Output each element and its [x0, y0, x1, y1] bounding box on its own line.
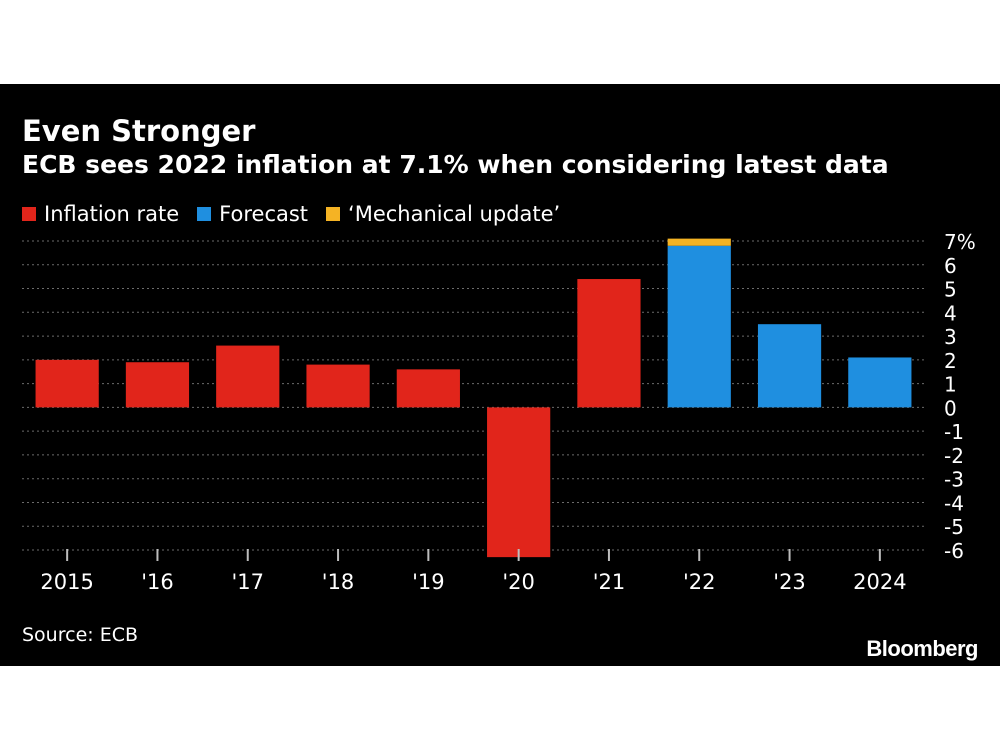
chart-title: Even Stronger [22, 114, 256, 148]
x-tick-label: '21 [593, 570, 626, 594]
y-tick-label: -6 [944, 539, 964, 563]
bar [848, 357, 912, 408]
legend: Inflation rate Forecast ‘Mechanical upda… [22, 202, 578, 226]
bar [396, 369, 460, 408]
x-tick-label: '22 [683, 570, 716, 594]
legend-swatch-forecast [197, 207, 212, 221]
legend-label-inflation: Inflation rate [44, 202, 180, 226]
source-note: Source: ECB [22, 624, 139, 646]
bar [577, 279, 641, 408]
x-tick-label: 2024 [853, 570, 906, 594]
y-tick-label: -1 [944, 420, 964, 444]
y-tick-label: 4 [944, 301, 957, 325]
x-tick-label: '23 [773, 570, 806, 594]
y-tick-label: -2 [944, 444, 964, 468]
bar [757, 324, 822, 408]
x-tick-label: '20 [502, 570, 535, 594]
x-tick-label: 2015 [40, 570, 93, 594]
legend-swatch-mechanical-update [326, 207, 341, 221]
bar [667, 245, 731, 408]
bar [487, 407, 551, 558]
y-tick-label: -5 [944, 515, 964, 539]
bar [125, 362, 190, 408]
chart-panel: Even Stronger ECB sees 2022 inflation at… [0, 84, 1000, 666]
legend-item-forecast: Forecast [197, 202, 308, 226]
y-tick-label: 5 [944, 278, 957, 302]
bar [306, 364, 370, 408]
x-tick-label: '18 [322, 570, 355, 594]
legend-label-mechanical-update: ‘Mechanical update’ [348, 202, 561, 226]
legend-swatch-inflation [22, 207, 36, 221]
legend-item-mechanical-update: ‘Mechanical update’ [326, 202, 560, 226]
y-tick-label: 7% [944, 230, 976, 254]
y-tick-label: 2 [944, 349, 957, 373]
y-tick-label: 6 [944, 254, 957, 278]
legend-item-inflation: Inflation rate [22, 202, 179, 226]
bar [216, 345, 280, 408]
x-tick-label: '17 [232, 570, 265, 594]
y-tick-label: -3 [944, 468, 964, 492]
y-tick-label: 0 [944, 396, 957, 420]
y-tick-label: -4 [944, 491, 964, 515]
bloomberg-logo: Bloomberg [866, 636, 978, 661]
bar [35, 359, 99, 408]
legend-label-forecast: Forecast [219, 202, 309, 226]
x-tick-label: '16 [141, 570, 174, 594]
y-tick-label: 3 [944, 325, 957, 349]
bar [667, 238, 731, 246]
y-tick-label: 1 [944, 373, 957, 397]
x-tick-label: '19 [412, 570, 445, 594]
chart-subtitle: ECB sees 2022 inflation at 7.1% when con… [22, 150, 889, 179]
